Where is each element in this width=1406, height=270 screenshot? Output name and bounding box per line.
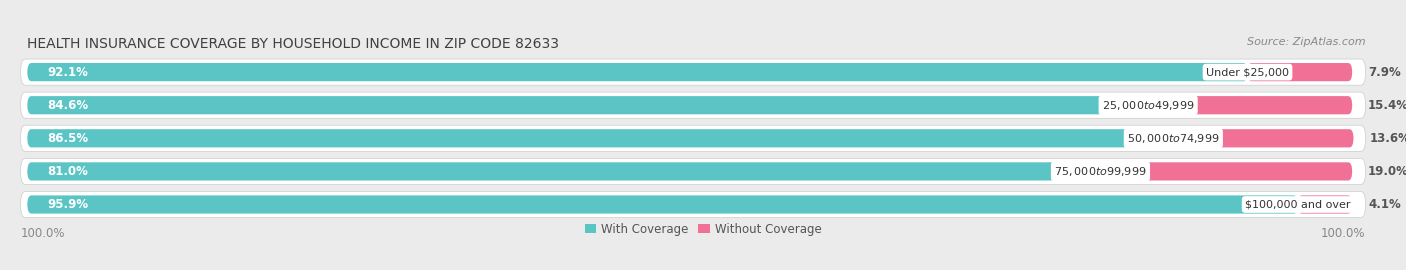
Text: $75,000 to $99,999: $75,000 to $99,999	[1054, 165, 1147, 178]
Text: 7.9%: 7.9%	[1368, 66, 1400, 79]
Text: 100.0%: 100.0%	[21, 227, 65, 240]
Text: HEALTH INSURANCE COVERAGE BY HOUSEHOLD INCOME IN ZIP CODE 82633: HEALTH INSURANCE COVERAGE BY HOUSEHOLD I…	[27, 37, 560, 51]
FancyBboxPatch shape	[1174, 129, 1354, 147]
FancyBboxPatch shape	[1149, 96, 1353, 114]
FancyBboxPatch shape	[27, 63, 1247, 81]
Text: 13.6%: 13.6%	[1369, 132, 1406, 145]
Text: 100.0%: 100.0%	[1322, 227, 1365, 240]
Text: $25,000 to $49,999: $25,000 to $49,999	[1102, 99, 1195, 112]
Text: 84.6%: 84.6%	[48, 99, 89, 112]
Text: $100,000 and over: $100,000 and over	[1246, 200, 1351, 210]
FancyBboxPatch shape	[21, 92, 1365, 118]
FancyBboxPatch shape	[21, 191, 1365, 218]
FancyBboxPatch shape	[27, 162, 1101, 181]
Text: 15.4%: 15.4%	[1368, 99, 1406, 112]
Text: 92.1%: 92.1%	[48, 66, 89, 79]
FancyBboxPatch shape	[21, 125, 1365, 151]
FancyBboxPatch shape	[1298, 195, 1353, 214]
Text: Source: ZipAtlas.com: Source: ZipAtlas.com	[1247, 37, 1365, 47]
FancyBboxPatch shape	[1247, 63, 1353, 81]
Text: 95.9%: 95.9%	[48, 198, 89, 211]
FancyBboxPatch shape	[1101, 162, 1353, 181]
Text: 19.0%: 19.0%	[1368, 165, 1406, 178]
Text: 4.1%: 4.1%	[1368, 198, 1400, 211]
FancyBboxPatch shape	[27, 96, 1149, 114]
FancyBboxPatch shape	[27, 195, 1298, 214]
FancyBboxPatch shape	[27, 129, 1174, 147]
Legend: With Coverage, Without Coverage: With Coverage, Without Coverage	[585, 223, 821, 236]
Text: 86.5%: 86.5%	[48, 132, 89, 145]
FancyBboxPatch shape	[21, 59, 1365, 85]
Text: Under $25,000: Under $25,000	[1206, 67, 1289, 77]
Text: 81.0%: 81.0%	[48, 165, 89, 178]
Text: $50,000 to $74,999: $50,000 to $74,999	[1128, 132, 1219, 145]
FancyBboxPatch shape	[21, 158, 1365, 184]
